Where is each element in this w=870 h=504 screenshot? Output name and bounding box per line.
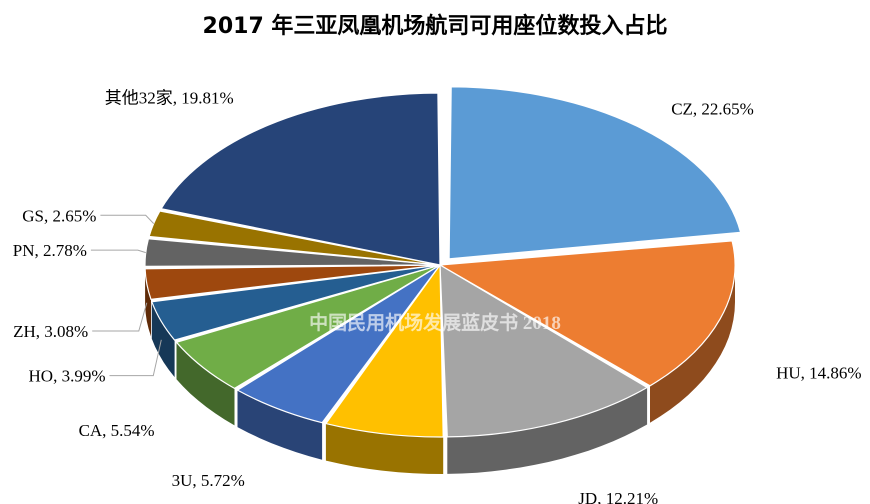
leader-line-7 — [109, 339, 162, 377]
data-labels: CZ, 22.65% HU, 14.86% JD, 12.21% MU, 6.72% 3… — [13, 88, 862, 504]
slice-side-5 — [237, 390, 323, 460]
data-label-10: GS, 2.65% — [22, 206, 96, 225]
pie-tops — [144, 86, 742, 438]
data-label-5: 3U, 5.72% — [172, 471, 245, 490]
slice-side-6 — [176, 342, 235, 426]
data-label-8: ZH, 3.08% — [13, 322, 88, 341]
data-label-9: PN, 2.78% — [13, 241, 87, 260]
leader-line-9 — [90, 249, 146, 254]
data-label-11: 其他32家, 19.81% — [105, 88, 234, 107]
leader-line-8 — [92, 302, 148, 332]
leader-line-10 — [100, 214, 155, 224]
slice-7 — [150, 264, 441, 341]
data-label-3: JD, 12.21% — [578, 489, 658, 504]
data-label-7: HO, 3.99% — [29, 367, 106, 386]
slice-11 — [160, 92, 441, 266]
slice-4 — [324, 263, 444, 438]
watermark: 中国民用机场发展蓝皮书 2018 — [309, 311, 561, 334]
slice-6 — [175, 264, 441, 390]
slice-1 — [448, 86, 742, 260]
slice-5 — [236, 264, 441, 424]
data-label-4: MU, 6.72% — [332, 502, 412, 504]
pie-sides — [145, 265, 735, 474]
slice-8 — [144, 264, 441, 301]
slice-2 — [438, 240, 736, 387]
slice-side-7 — [151, 301, 175, 378]
data-label-2: HU, 14.86% — [776, 364, 861, 383]
slice-side-2 — [650, 265, 735, 423]
chart-title: 2017 年三亚凤凰机场航司可用座位数投入占比 — [203, 13, 668, 39]
slice-3 — [439, 263, 649, 438]
slice-side-3 — [447, 387, 648, 474]
leader-lines — [90, 214, 162, 377]
data-label-1: CZ, 22.65% — [671, 100, 754, 119]
data-label-6: CA, 5.54% — [79, 421, 155, 440]
slice-side-4 — [325, 423, 444, 474]
